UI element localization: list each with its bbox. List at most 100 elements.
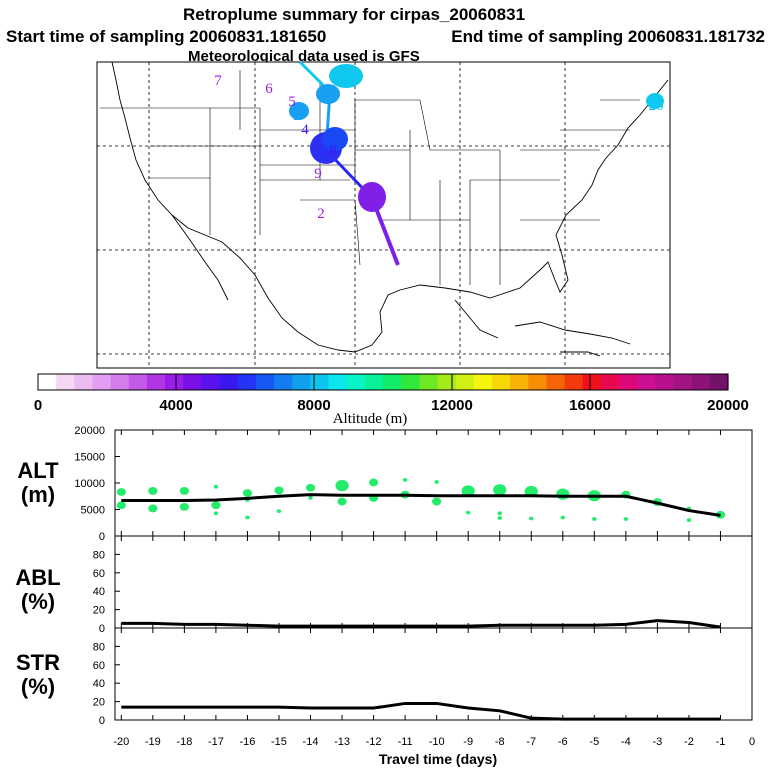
x-tick-label: -18 bbox=[176, 736, 192, 748]
plume-blob bbox=[358, 182, 386, 212]
x-tick-label: -15 bbox=[271, 736, 287, 748]
y-tick-label: 0 bbox=[99, 623, 105, 635]
y-tick-label: 60 bbox=[93, 568, 105, 580]
y-tick-label: 80 bbox=[93, 641, 105, 653]
y-tick-label: 40 bbox=[93, 678, 105, 690]
colorbar-tick-label: 12000 bbox=[431, 397, 473, 414]
colorbar-cell bbox=[546, 374, 566, 390]
altitude-cluster-point bbox=[497, 516, 502, 520]
plume-marker-label: 5 bbox=[288, 94, 296, 110]
altitude-cluster-point bbox=[276, 509, 282, 513]
altitude-cluster-point bbox=[213, 484, 219, 489]
panel-unit-label: (%) bbox=[21, 589, 55, 614]
panel-label: ALT bbox=[17, 458, 59, 483]
colorbar-cell bbox=[183, 374, 203, 390]
colorbar-cell bbox=[219, 374, 239, 390]
altitude-cluster-point bbox=[556, 488, 570, 500]
altitude-cluster-point bbox=[337, 497, 347, 506]
x-tick-label: -12 bbox=[366, 736, 382, 748]
x-tick-label: -3 bbox=[653, 736, 663, 748]
x-tick-label: -9 bbox=[463, 736, 473, 748]
series-line-str bbox=[121, 701, 721, 721]
colorbar-cells bbox=[38, 374, 729, 390]
colorbar-cell bbox=[401, 374, 420, 390]
plume-marker-label: 3 bbox=[343, 73, 351, 89]
x-tick-label: -11 bbox=[398, 736, 413, 748]
start-time-label: Start time of sampling 20060831.181650 bbox=[6, 27, 326, 46]
panel-alt: 0 5000 10000 15000 20000 ALT(m) bbox=[17, 425, 753, 543]
altitude-cluster-point bbox=[245, 515, 250, 520]
altitude-cluster-point bbox=[402, 477, 408, 482]
x-tick-label: -7 bbox=[526, 736, 536, 748]
colorbar-ticks: 0 4000 8000 12000 16000 20000 bbox=[34, 374, 749, 414]
y-tick-label: 60 bbox=[93, 660, 105, 672]
x-tick-label: -2 bbox=[684, 736, 694, 748]
altitude-cluster-point bbox=[461, 485, 475, 497]
plume-marker-label: 7 bbox=[214, 73, 222, 89]
colorbar-label: Altitude (m) bbox=[333, 411, 408, 427]
colorbar-cell bbox=[673, 374, 693, 390]
altitude-cluster-point bbox=[148, 487, 158, 495]
altitude-cluster-point bbox=[305, 483, 316, 492]
colorbar-cell bbox=[491, 374, 511, 390]
colorbar-cell bbox=[201, 374, 221, 390]
panel-unit-label: (m) bbox=[21, 482, 55, 507]
plume-blob bbox=[316, 84, 340, 104]
plume-marker-label: 3 bbox=[293, 108, 301, 124]
y-tick-label: 10000 bbox=[74, 478, 105, 490]
panel-str: 0 20 40 60 80 STR(%) bbox=[16, 627, 753, 727]
x-tick-label: -13 bbox=[334, 736, 350, 748]
colorbar-cell bbox=[328, 374, 348, 390]
timeseries-panels: 05000100001500020000ALT(m)020406080ABL(%… bbox=[15, 425, 755, 748]
colorbar-cell bbox=[128, 374, 148, 390]
panel-unit-label: (%) bbox=[21, 674, 55, 699]
altitude-cluster-point bbox=[308, 495, 313, 500]
plume-marker-label: 8 bbox=[329, 143, 337, 159]
altitude-cluster-point bbox=[529, 516, 534, 521]
colorbar-cell bbox=[56, 374, 75, 390]
y-tick-label: 20 bbox=[93, 697, 105, 709]
colorbar-frame bbox=[37, 373, 729, 391]
colorbar-cell bbox=[419, 374, 439, 390]
figure-title: Retroplume summary for cirpas_20060831 bbox=[183, 5, 525, 24]
altitude-cluster-point bbox=[242, 489, 253, 497]
colorbar-cell bbox=[437, 374, 457, 390]
mean-altitude-line bbox=[121, 493, 721, 517]
colorbar-cell bbox=[637, 374, 656, 390]
colorbar-cell bbox=[310, 374, 330, 390]
colorbar-cell bbox=[473, 374, 493, 390]
altitude-cluster-point bbox=[465, 510, 471, 515]
colorbar-cell bbox=[346, 374, 366, 390]
x-axis-label: Travel time (days) bbox=[379, 751, 497, 767]
altitude-cluster-point bbox=[560, 515, 565, 520]
altitude-cluster-point bbox=[213, 511, 219, 516]
y-tick-label: 0 bbox=[99, 531, 105, 543]
series-line-abl bbox=[121, 619, 721, 629]
altitude-cluster-point bbox=[274, 486, 284, 495]
colorbar-cell bbox=[455, 374, 475, 390]
x-tick-label: -10 bbox=[429, 736, 445, 748]
colorbar-cell bbox=[691, 374, 711, 390]
colorbar-tick-label: 4000 bbox=[159, 397, 192, 414]
panel-frame bbox=[114, 627, 753, 721]
panel-label: ABL bbox=[15, 565, 60, 590]
colorbar-cell bbox=[383, 374, 402, 390]
altitude-cluster-point bbox=[148, 504, 158, 513]
x-tick-label: -6 bbox=[558, 736, 568, 748]
plume-blob bbox=[289, 102, 309, 120]
x-tick-label: -19 bbox=[145, 736, 161, 748]
colorbar-tick-label: 8000 bbox=[297, 397, 330, 414]
y-tick-label: 40 bbox=[93, 586, 105, 598]
altitude-colorbar: 0 4000 8000 12000 16000 20000 Altitude (m) bbox=[34, 373, 749, 427]
x-tick-label: -1 bbox=[716, 736, 726, 748]
met-data-label: Meteorological data used is GFS bbox=[188, 48, 420, 65]
altitude-cluster-point bbox=[211, 501, 221, 510]
plume-marker-label: 9 bbox=[314, 166, 322, 182]
x-tick-label: -16 bbox=[239, 736, 255, 748]
panel-frame bbox=[114, 535, 753, 629]
plume-marker-label: 4 bbox=[301, 122, 309, 138]
x-tick-label: -4 bbox=[621, 736, 631, 748]
altitude-cluster-point bbox=[623, 517, 629, 521]
